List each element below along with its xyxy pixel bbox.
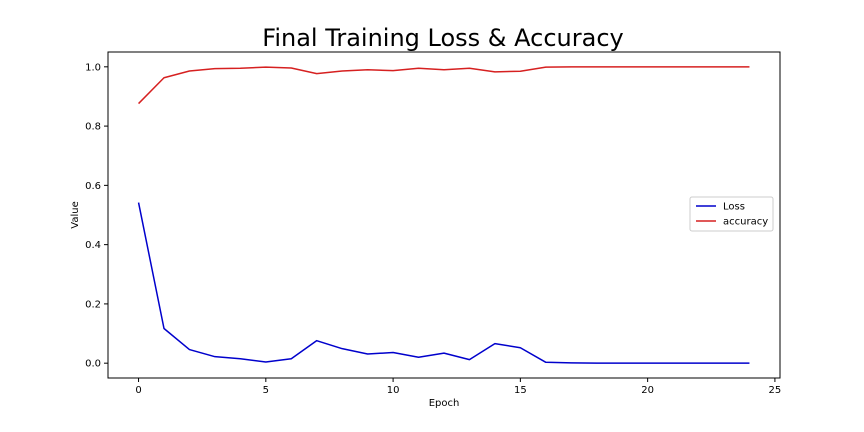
x-tick-label: 15 [514, 385, 527, 396]
y-tick-label: 0.0 [85, 359, 101, 370]
series-line-loss [137, 202, 750, 364]
y-tick-label: 0.2 [85, 299, 101, 310]
plot-area-frame [107, 51, 781, 379]
x-tick-label: 10 [387, 385, 400, 396]
legend-label-loss: Loss [723, 202, 745, 213]
x-tick-label: 0 [135, 385, 141, 396]
x-tick-label: 20 [641, 385, 654, 396]
legend: Loss accuracy [689, 196, 774, 232]
series-line-accuracy [138, 66, 750, 105]
y-tick-label: 0.6 [85, 181, 101, 192]
chart-title: Final Training Loss & Accuracy [262, 24, 623, 52]
y-tick-label: 1.0 [85, 62, 101, 73]
y-tick-label: 0.8 [85, 122, 101, 133]
y-axis: 0.0 0.2 0.4 0.6 0.8 1.0 [85, 62, 108, 370]
series-lines [137, 66, 750, 364]
y-tick-label: 0.4 [85, 240, 101, 251]
legend-label-accuracy: accuracy [723, 217, 768, 228]
y-axis-label: Value [70, 201, 81, 228]
x-axis: 0 5 10 15 20 25 [135, 378, 781, 396]
x-tick-label: 25 [769, 385, 782, 396]
x-tick-label: 5 [263, 385, 269, 396]
x-axis-label: Epoch [429, 398, 460, 409]
